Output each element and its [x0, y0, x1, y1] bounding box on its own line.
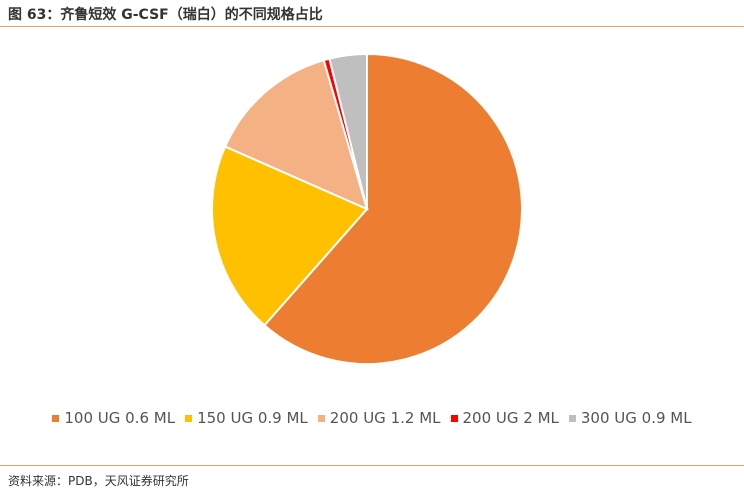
legend-label: 150 UG 0.9 ML [197, 409, 308, 427]
chart-title: 图 63：齐鲁短效 G-CSF（瑞白）的不同规格占比 [8, 7, 323, 23]
footer-rule [0, 465, 744, 466]
pie-slice [328, 52, 368, 210]
legend-swatch [450, 414, 458, 422]
legend-swatch [52, 414, 60, 422]
legend-item: 150 UG 0.9 ML [185, 409, 308, 427]
legend-item: 200 UG 1.2 ML [317, 409, 441, 427]
legend-item: 300 UG 0.9 ML [568, 409, 692, 427]
legend-swatch [317, 414, 325, 422]
pie-slice [211, 145, 369, 327]
legend-label: 200 UG 2 ML [462, 409, 559, 427]
legend-swatch [185, 414, 193, 422]
legend-label: 200 UG 1.2 ML [329, 409, 441, 427]
title-rule [0, 26, 744, 27]
legend-item: 100 UG 0.6 ML [52, 409, 175, 427]
source-note: 资料来源：PDB，天风证券研究所 [8, 474, 189, 488]
legend-label: 100 UG 0.6 ML [64, 409, 176, 427]
legend: 100 UG 0.6 ML 150 UG 0.9 ML 200 UG 1.2 ML 2… [0, 409, 744, 427]
pie-chart [211, 52, 523, 365]
legend-label: 300 UG 0.9 ML [580, 409, 692, 427]
legend-item: 200 UG 2 ML [450, 409, 559, 427]
legend-swatch [568, 414, 576, 422]
pie-slice [223, 58, 369, 211]
pie-slice [263, 52, 523, 365]
